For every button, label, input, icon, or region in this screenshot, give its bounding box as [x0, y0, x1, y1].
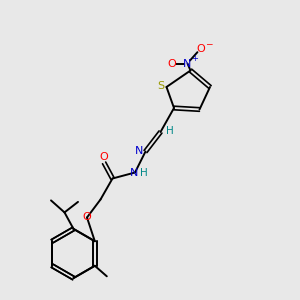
Text: N: N	[135, 146, 143, 156]
Text: O: O	[168, 58, 176, 69]
Text: H: H	[166, 125, 173, 136]
Text: O: O	[197, 44, 206, 54]
Text: O: O	[99, 152, 108, 163]
Text: −: −	[205, 39, 212, 48]
Text: H: H	[140, 168, 147, 178]
Text: +: +	[191, 54, 198, 63]
Text: N: N	[183, 58, 192, 69]
Text: S: S	[158, 81, 165, 92]
Text: N: N	[130, 168, 139, 178]
Text: O: O	[82, 212, 91, 223]
